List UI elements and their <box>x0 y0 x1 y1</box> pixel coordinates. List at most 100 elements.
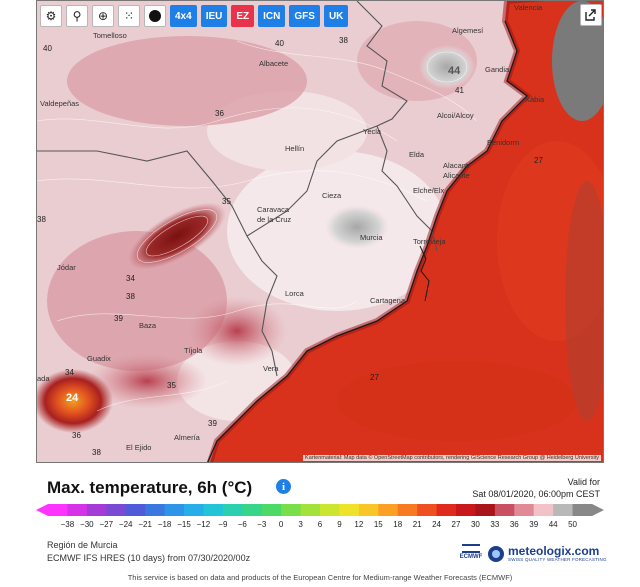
place-label: Gandia <box>485 65 510 74</box>
points-grid-icon: ⁙ <box>123 9 135 23</box>
footer-note: This service is based on data and produc… <box>127 573 513 582</box>
contour-value: 36 <box>72 431 81 440</box>
scale-tick-label: 36 <box>509 520 519 529</box>
scale-swatch <box>456 504 476 516</box>
ecmwf-mark-icon <box>462 544 480 553</box>
place-label: Almería <box>174 433 200 442</box>
scale-arrow-low <box>36 504 48 516</box>
temperature-field <box>37 1 603 462</box>
place-label: Elche/Elx <box>413 186 445 195</box>
contour-value: 38 <box>126 292 135 301</box>
scale-swatch <box>261 504 282 516</box>
share-icon <box>585 9 596 21</box>
place-label: Murcia <box>360 233 383 242</box>
scale-swatch <box>281 504 302 516</box>
map-toolbar: ⚙ ⚲ ⊕ ⁙ 4x4 IEU EZ ICN GFS UK <box>40 5 349 27</box>
scale-swatch <box>533 504 554 516</box>
model-button-gfs[interactable]: GFS <box>289 5 320 27</box>
share-button[interactable] <box>580 4 602 26</box>
place-label: El Ejido <box>126 443 152 452</box>
scale-tick-label: 0 <box>278 520 284 529</box>
place-label: Baza <box>139 321 157 330</box>
weather-map[interactable]: Valencia Tomelloso Algemesí Albacete Gandia V… <box>36 0 604 463</box>
contrast-button[interactable] <box>144 5 166 27</box>
info-icon[interactable]: i <box>276 479 291 494</box>
scale-swatch <box>145 504 166 516</box>
model-run: ECMWF IFS HRES (10 days) from 07/30/2020… <box>47 553 251 563</box>
model-button-ez[interactable]: EZ <box>231 5 255 27</box>
place-label: Alacant/ <box>443 161 471 170</box>
contour-value: 38 <box>339 36 348 45</box>
scale-swatch <box>494 504 515 516</box>
model-button-icn[interactable]: ICN <box>258 5 286 27</box>
zoom-in-icon: ⊕ <box>97 9 109 23</box>
place-label: Valdepeñas <box>40 99 80 108</box>
place-label: Valencia <box>514 3 543 12</box>
place-label: Guadix <box>87 354 111 363</box>
scale-ticks: −38 −30 −27 −24 −21 −18 −15 −12 −9 −6 −3 0 3 6 9 12 15 18… <box>36 520 604 532</box>
model-button-ieu[interactable]: IEU <box>200 5 228 27</box>
brand-tagline: SWISS QUALITY WEATHER FORECASTING <box>508 557 607 562</box>
model-button-4x4[interactable]: 4x4 <box>170 5 197 27</box>
settings-button[interactable]: ⚙ <box>40 5 62 27</box>
contour-value: 34 <box>65 368 74 377</box>
place-label: Alicante <box>443 171 470 180</box>
scale-swatch <box>125 504 146 516</box>
valid-label: Valid for <box>567 477 600 487</box>
scale-swatch <box>242 504 263 516</box>
scale-swatch <box>184 504 204 516</box>
scale-tick-label: 9 <box>337 520 342 529</box>
scale-tick-label: −38 <box>60 520 75 529</box>
brand-name: meteologix.com <box>508 544 600 558</box>
ecmwf-logo[interactable]: ECMWF <box>458 544 484 560</box>
map-title: Max. temperature, 6h (°C) <box>47 478 253 497</box>
sliders-icon: ⚙ <box>45 9 57 23</box>
scale-tick-label: 3 <box>298 520 303 529</box>
place-label: Torrevieja <box>413 237 446 246</box>
contour-value: 40 <box>275 39 284 48</box>
scale-swatch <box>436 504 457 516</box>
contour-value: 41 <box>455 86 464 95</box>
scale-tick-label: −27 <box>99 520 114 529</box>
scale-swatch <box>475 504 496 516</box>
place-label: Benidorm <box>487 138 520 147</box>
place-label: Tíjola <box>184 346 203 355</box>
zoom-button[interactable]: ⊕ <box>92 5 114 27</box>
scale-swatch <box>553 504 574 516</box>
scale-tick-label: −6 <box>237 520 247 529</box>
meteologix-logo-icon <box>488 545 504 562</box>
contour-value: 27 <box>534 156 543 165</box>
scale-swatch <box>48 504 68 516</box>
points-button[interactable]: ⁙ <box>118 5 140 27</box>
place-label: Albacete <box>259 59 289 68</box>
place-label: Jódar <box>57 263 76 272</box>
scale-swatch <box>106 504 127 516</box>
extreme-value: 44 <box>448 65 461 77</box>
scale-tick-label: −3 <box>257 520 267 529</box>
scale-tick-label: 15 <box>373 520 383 529</box>
meteologix-logo[interactable]: meteologix.com SWISS QUALITY WEATHER FOR… <box>488 545 607 562</box>
scale-tick-label: 24 <box>432 520 442 529</box>
scale-swatch <box>358 504 379 516</box>
scale-swatch <box>86 504 107 516</box>
scale-tick-label: 30 <box>470 520 480 529</box>
extreme-value: 24 <box>66 392 79 404</box>
color-scale <box>36 504 604 516</box>
contour-value: 39 <box>114 314 123 323</box>
contour-value: 35 <box>167 381 176 390</box>
contour-value: 39 <box>208 419 217 428</box>
scale-tick-label: 27 <box>451 520 461 529</box>
scale-tick-label: −12 <box>196 520 211 529</box>
place-label: Xàbia <box>525 95 545 104</box>
valid-datetime: Sat 08/01/2020, 06:00pm CEST <box>472 489 600 499</box>
scale-swatch <box>397 504 418 516</box>
scale-swatch <box>378 504 399 516</box>
map-attribution[interactable]: Kartenmaterial: Map data © OpenStreetMap… <box>303 455 601 461</box>
place-label: Cartagena <box>370 296 406 305</box>
location-button[interactable]: ⚲ <box>66 5 88 27</box>
place-label: Alcoi/Alcoy <box>437 111 474 120</box>
place-label: ada <box>37 374 50 383</box>
model-button-uk[interactable]: UK <box>323 5 349 27</box>
scale-tick-label: 6 <box>317 520 323 529</box>
contour-value: 34 <box>126 274 135 283</box>
